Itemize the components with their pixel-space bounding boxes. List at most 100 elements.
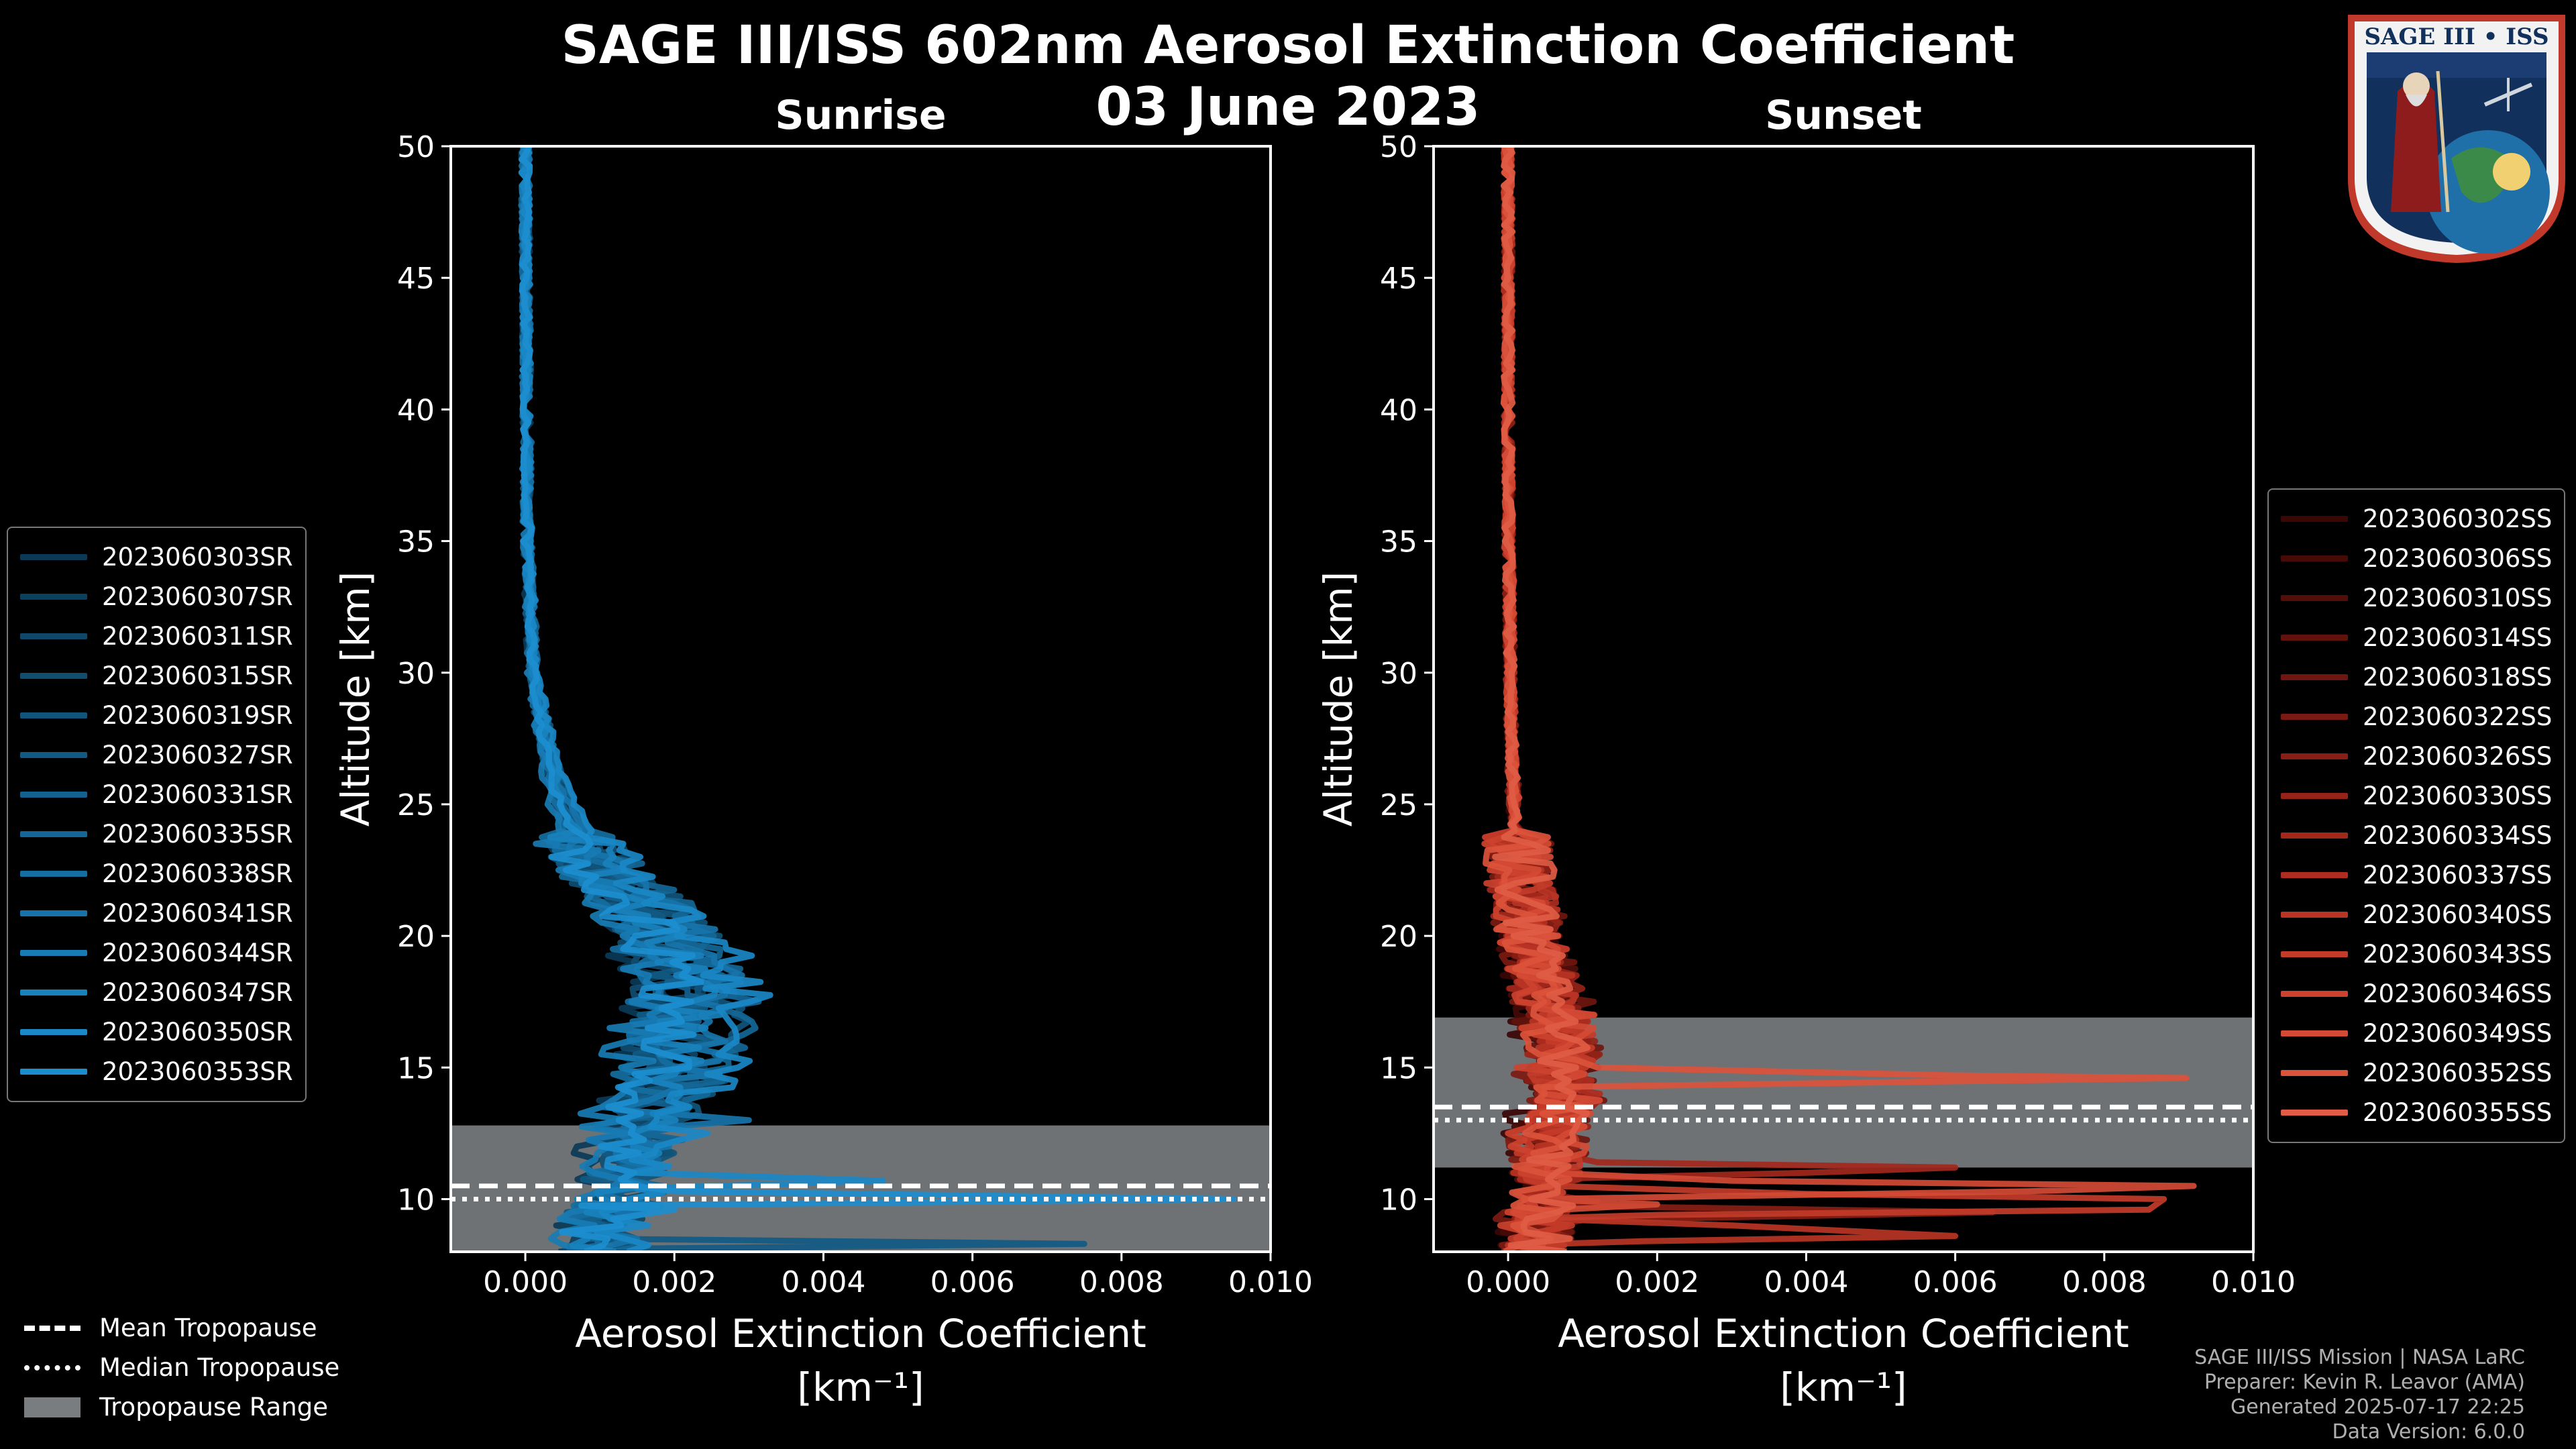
- legend-label: 2023060330SS: [2363, 782, 2553, 810]
- legend-entry: 2023060330SS: [2281, 776, 2552, 816]
- legend-label: 2023060349SS: [2363, 1019, 2553, 1048]
- legend-swatch: [2281, 793, 2348, 799]
- credit-line: Preparer: Kevin R. Leavor (AMA): [2204, 1371, 2525, 1394]
- legend-swatch: [2281, 555, 2348, 561]
- credits-block: SAGE III/ISS Mission | NASA LaRC Prepare…: [2194, 1345, 2525, 1444]
- x-tick-label: 0.004: [781, 1265, 865, 1299]
- legend-entry: 2023060322SS: [2281, 697, 2552, 737]
- legend-swatch: [2281, 1110, 2348, 1116]
- legend-label: 2023060340SS: [2363, 900, 2553, 929]
- sage-iii-iss-logo: SAGE III • ISS: [2348, 15, 2565, 263]
- legend-label: 2023060327SR: [102, 741, 293, 769]
- legend-label: 2023060343SS: [2363, 940, 2553, 969]
- legend-label: 2023060353SR: [102, 1057, 293, 1086]
- legend-entry: 2023060341SR: [20, 894, 293, 933]
- y-tick-label: 40: [1380, 393, 1417, 427]
- title-line-2: 03 June 2023: [1095, 77, 1481, 138]
- legend-entry: 2023060302SS: [2281, 499, 2552, 539]
- tropopause-legend-entry: Median Tropopause: [24, 1348, 339, 1387]
- chart-title: SAGE III/ISS 602nm Aerosol Extinction Co…: [0, 15, 2576, 138]
- legend-entry: 2023060319SR: [20, 696, 293, 735]
- x-tick-label: 0.006: [930, 1265, 1015, 1299]
- sunset-axes-frame: [1432, 145, 2255, 1253]
- legend-entry: 2023060310SS: [2281, 578, 2552, 618]
- tropopause-legend-swatch: [24, 1325, 80, 1331]
- series-line-2023060353SR: [519, 146, 1236, 1252]
- y-tick-label: 20: [1380, 920, 1417, 954]
- sunset-legend: 2023060302SS 2023060306SS 2023060310SS 2023…: [2267, 488, 2566, 1143]
- legend-label: 2023060319SR: [102, 701, 293, 730]
- y-tick-label: 15: [1380, 1051, 1417, 1085]
- legend-entry: 2023060340SS: [2281, 895, 2552, 934]
- legend-entry: 2023060327SR: [20, 735, 293, 775]
- legend-label: 2023060334SS: [2363, 821, 2553, 850]
- x-tick-label: 0.002: [632, 1265, 716, 1299]
- legend-entry: 2023060314SS: [2281, 618, 2552, 657]
- x-tick-label: 0.002: [1615, 1265, 1699, 1299]
- credit-line: Data Version: 6.0.0: [2332, 1420, 2525, 1444]
- y-tick-label: 30: [397, 657, 435, 691]
- y-tick-label: 15: [397, 1051, 435, 1085]
- x-tick-label: 0.004: [1764, 1265, 1848, 1299]
- y-tick-label: 20: [397, 920, 435, 954]
- y-tick-label: 25: [1380, 788, 1417, 822]
- legend-entry: 2023060326SS: [2281, 737, 2552, 776]
- legend-swatch: [2281, 635, 2348, 641]
- legend-label: 2023060355SS: [2363, 1098, 2553, 1127]
- legend-swatch: [20, 950, 87, 956]
- sunset-panel: 10 15 20 25 30 35 40 45 50 0.000 0.002 0.004 0.006 0.…: [1316, 92, 2296, 1410]
- legend-entry: 2023060311SR: [20, 616, 293, 656]
- x-tick-label: 0.010: [1228, 1265, 1313, 1299]
- legend-swatch: [20, 871, 87, 877]
- legend-label: 2023060318SS: [2363, 663, 2553, 692]
- legend-label: 2023060338SR: [102, 859, 293, 888]
- legend-swatch: [20, 673, 87, 679]
- y-tick-label: 50: [1380, 130, 1417, 164]
- legend-swatch: [2281, 1070, 2348, 1076]
- legend-entry: 2023060355SS: [2281, 1093, 2552, 1132]
- legend-entry: 2023060307SR: [20, 577, 293, 616]
- legend-label: 2023060310SS: [2363, 584, 2553, 612]
- legend-label: 2023060314SS: [2363, 623, 2553, 652]
- legend-swatch: [2281, 991, 2348, 997]
- legend-swatch: [20, 989, 87, 996]
- legend-entry: 2023060353SR: [20, 1052, 293, 1091]
- legend-label: 2023060302SS: [2363, 504, 2553, 533]
- legend-entry: 2023060337SS: [2281, 855, 2552, 895]
- sunrise-panel: 10 15 20 25 30 35 40 45 50 0.000 0.002 0.004 0.006 0.…: [333, 92, 1313, 1410]
- legend-swatch: [2281, 516, 2348, 522]
- y-tick-label: 35: [1380, 525, 1417, 559]
- legend-entry: 2023060352SS: [2281, 1053, 2552, 1093]
- x-tick-label: 0.008: [2062, 1265, 2147, 1299]
- credit-line: SAGE III/ISS Mission | NASA LaRC: [2194, 1346, 2525, 1369]
- legend-swatch: [20, 712, 87, 718]
- legend-label: 2023060346SS: [2363, 979, 2553, 1008]
- legend-entry: 2023060346SS: [2281, 974, 2552, 1014]
- sunrise-x-axis-units: [km⁻¹]: [797, 1364, 924, 1410]
- legend-entry: 2023060347SR: [20, 973, 293, 1012]
- legend-entry: 2023060318SS: [2281, 657, 2552, 697]
- y-tick-label: 45: [397, 262, 435, 296]
- legend-entry: 2023060344SR: [20, 933, 293, 973]
- credit-line: Generated 2025-07-17 22:25: [2230, 1395, 2525, 1419]
- legend-label: 2023060311SR: [102, 622, 293, 651]
- tropopause-legend-entry: Tropopause Range: [24, 1387, 339, 1427]
- legend-swatch: [2281, 912, 2348, 918]
- sunrise-profiles: [518, 146, 1236, 1252]
- sunrise-axes-frame: [449, 145, 1272, 1253]
- legend-swatch: [20, 831, 87, 837]
- series-line-2023060327SR: [519, 146, 1087, 1252]
- tropopause-legend: Mean Tropopause Median Tropopause Tropopau…: [24, 1308, 339, 1427]
- tropopause-legend-label: Median Tropopause: [99, 1353, 340, 1382]
- legend-label: 2023060335SR: [102, 820, 293, 849]
- legend-label: 2023060307SR: [102, 582, 293, 611]
- legend-entry: 2023060349SS: [2281, 1014, 2552, 1053]
- title-line-1: SAGE III/ISS 602nm Aerosol Extinction Co…: [561, 15, 2015, 76]
- series-line-2023060355SS: [1492, 146, 1591, 1252]
- logo-text: SAGE III • ISS: [2364, 23, 2548, 50]
- y-tick-label: 40: [397, 393, 435, 427]
- tropopause-legend-entry: Mean Tropopause: [24, 1308, 339, 1348]
- legend-label: 2023060344SR: [102, 938, 293, 967]
- legend-entry: 2023060334SS: [2281, 816, 2552, 855]
- legend-label: 2023060341SR: [102, 899, 293, 928]
